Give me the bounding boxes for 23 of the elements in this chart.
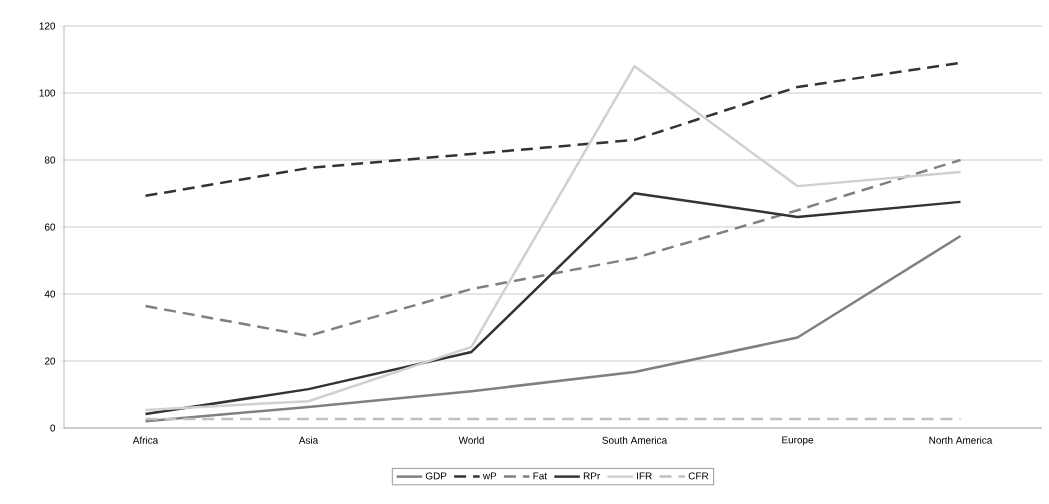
line-series [144,64,962,412]
line-series [144,191,962,416]
legend-label: Fat [533,472,548,480]
x-tick-label: Europe [782,436,814,446]
legend-label: CFR [688,472,709,480]
line-series [144,158,962,338]
x-tick-label: North America [929,436,993,444]
x-tick-label: World [458,436,484,444]
legend-label: IFR [637,472,652,480]
legend-label: GDP [425,472,447,480]
y-tick-label: 60 [44,223,56,231]
x-tick-label: South America [602,436,668,444]
y-tick-label: 40 [44,290,56,298]
y-tick-label: 120 [39,22,56,30]
x-tick-label: Africa [132,436,159,444]
y-tick-label: 80 [44,156,56,164]
line-series [144,234,962,423]
x-tick-label: Asia [298,436,319,444]
y-tick-label: 100 [39,89,56,97]
legend-label: RPr [583,472,601,480]
legend-label: wP [482,472,497,480]
y-tick-label: 0 [50,424,56,432]
y-tick-label: 20 [44,357,56,365]
